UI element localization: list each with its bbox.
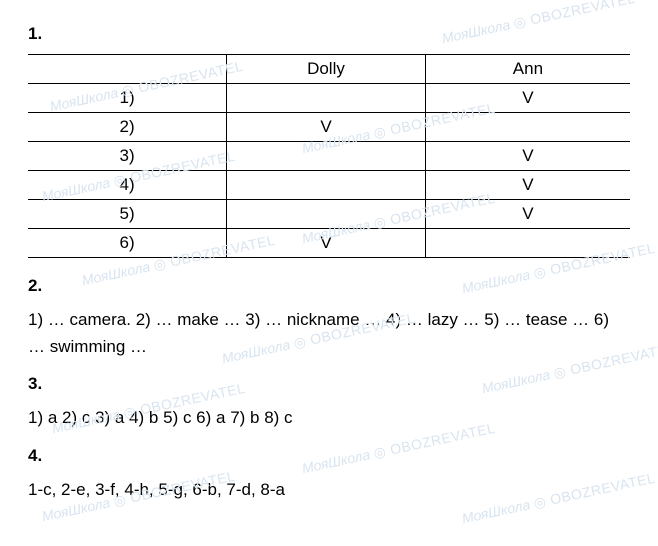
exercise-4-answers: 1-c, 2-e, 3-f, 4-h, 5-g, 6-b, 7-d, 8-a [28, 476, 630, 503]
cell-dolly: V [227, 113, 426, 142]
cell-dolly [227, 84, 426, 113]
table-row: 5) V [28, 200, 630, 229]
row-number: 4) [28, 171, 227, 200]
cell-ann [425, 229, 630, 258]
exercise-3-number: 3. [28, 374, 630, 394]
table-row: 4) V [28, 171, 630, 200]
exercise-1-table: Dolly Ann 1)V2)V3)V4)V5)V6)V [28, 54, 630, 258]
exercise-2-number: 2. [28, 276, 630, 296]
table-header-ann: Ann [425, 55, 630, 84]
cell-dolly [227, 200, 426, 229]
row-number: 1) [28, 84, 227, 113]
table-row: 2)V [28, 113, 630, 142]
table-header-blank [28, 55, 227, 84]
cell-ann: V [425, 142, 630, 171]
cell-dolly [227, 142, 426, 171]
cell-ann: V [425, 200, 630, 229]
table-row: 1) V [28, 84, 630, 113]
exercise-4-number: 4. [28, 446, 630, 466]
cell-ann [425, 113, 630, 142]
row-number: 2) [28, 113, 227, 142]
row-number: 6) [28, 229, 227, 258]
table-row: 6)V [28, 229, 630, 258]
row-number: 5) [28, 200, 227, 229]
row-number: 3) [28, 142, 227, 171]
exercise-1-number: 1. [28, 24, 630, 44]
table-row: 3) V [28, 142, 630, 171]
exercise-2-answers: 1) … camera. 2) … make … 3) … nickname …… [28, 306, 630, 360]
cell-ann: V [425, 171, 630, 200]
cell-dolly [227, 171, 426, 200]
table-header-dolly: Dolly [227, 55, 426, 84]
cell-ann: V [425, 84, 630, 113]
exercise-3-answers: 1) a 2) c 3) a 4) b 5) c 6) a 7) b 8) c [28, 404, 630, 431]
cell-dolly: V [227, 229, 426, 258]
